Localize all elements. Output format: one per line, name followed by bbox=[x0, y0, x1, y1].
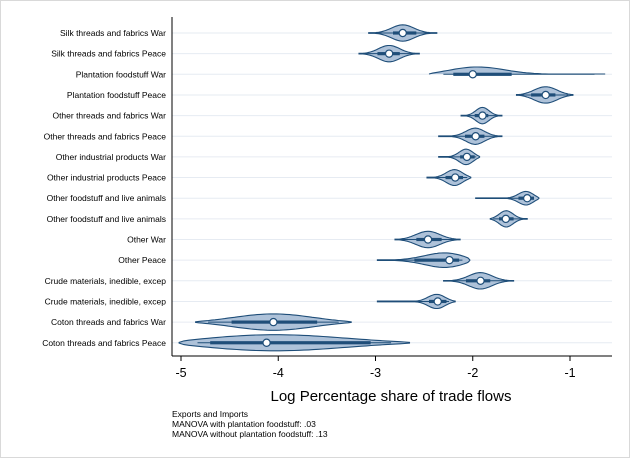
x-tick-label: -5 bbox=[175, 366, 186, 380]
category-label: Coton threads and fabrics Peace bbox=[42, 338, 166, 348]
violin-median-marker bbox=[468, 70, 477, 79]
category-label: Other Peace bbox=[118, 255, 166, 265]
violin-median-marker bbox=[541, 90, 550, 100]
violin-median-marker bbox=[471, 132, 480, 141]
violin-median-marker bbox=[398, 28, 407, 38]
violins bbox=[178, 24, 606, 352]
category-label: Other industrial products Peace bbox=[47, 173, 166, 183]
note-line-1: Exports and Imports bbox=[172, 409, 249, 419]
violin-iqr-box bbox=[210, 341, 371, 345]
violin-median-marker bbox=[478, 111, 487, 120]
category-label: Other War bbox=[127, 235, 166, 245]
category-label: Plantation foodstuff War bbox=[76, 69, 166, 79]
category-label: Other foodstuff and live animals bbox=[47, 193, 166, 203]
violin-median-marker bbox=[269, 317, 278, 327]
chart-note: Exports and Imports MANOVA with plantati… bbox=[172, 409, 328, 439]
x-tick-label: -2 bbox=[467, 366, 478, 380]
violin-iqr-box bbox=[414, 258, 460, 262]
violin-median-marker bbox=[445, 255, 454, 265]
violin-median-marker bbox=[262, 338, 271, 347]
violin-median-marker bbox=[384, 49, 394, 58]
violin-median-marker bbox=[423, 235, 433, 244]
violin-iqr-box bbox=[453, 72, 512, 76]
note-line-2: MANOVA with plantation foodstuff: .03 bbox=[172, 419, 316, 429]
grid-lines bbox=[172, 32, 612, 344]
category-label: Plantation foodstuff Peace bbox=[67, 90, 166, 100]
x-tick-label: -4 bbox=[273, 366, 284, 380]
x-tick-label: -3 bbox=[370, 366, 381, 380]
category-label: Crude materials, inedible, excep bbox=[45, 296, 167, 306]
category-label: Crude materials, inedible, excep bbox=[45, 276, 167, 286]
violin-median-marker bbox=[523, 193, 532, 203]
note-line-3: MANOVA without plantation foodstuff: .13 bbox=[172, 429, 328, 439]
category-label: Other foodstuff and live animals bbox=[47, 214, 166, 224]
violin-median-marker bbox=[501, 214, 511, 224]
category-label: Other threads and fabrics Peace bbox=[44, 131, 167, 141]
violin-median-marker bbox=[433, 297, 442, 306]
violin-median-marker bbox=[476, 276, 485, 285]
x-tick-label: -1 bbox=[564, 366, 575, 380]
violin-median-marker bbox=[462, 152, 472, 162]
x-axis-title: Log Percentage share of trade flows bbox=[271, 388, 512, 405]
category-labels: Silk threads and fabrics War Silk threads… bbox=[42, 28, 166, 348]
violin-median-marker bbox=[451, 173, 460, 182]
category-label: Other threads and fabrics War bbox=[52, 111, 166, 121]
category-label: Coton threads and fabrics War bbox=[51, 317, 166, 327]
category-label: Silk threads and fabrics War bbox=[60, 28, 166, 38]
category-label: Silk threads and fabrics Peace bbox=[51, 49, 166, 59]
x-ticks: -5 -4 -3 -2 -1 bbox=[175, 356, 576, 380]
category-label: Other industrial products War bbox=[56, 152, 166, 162]
